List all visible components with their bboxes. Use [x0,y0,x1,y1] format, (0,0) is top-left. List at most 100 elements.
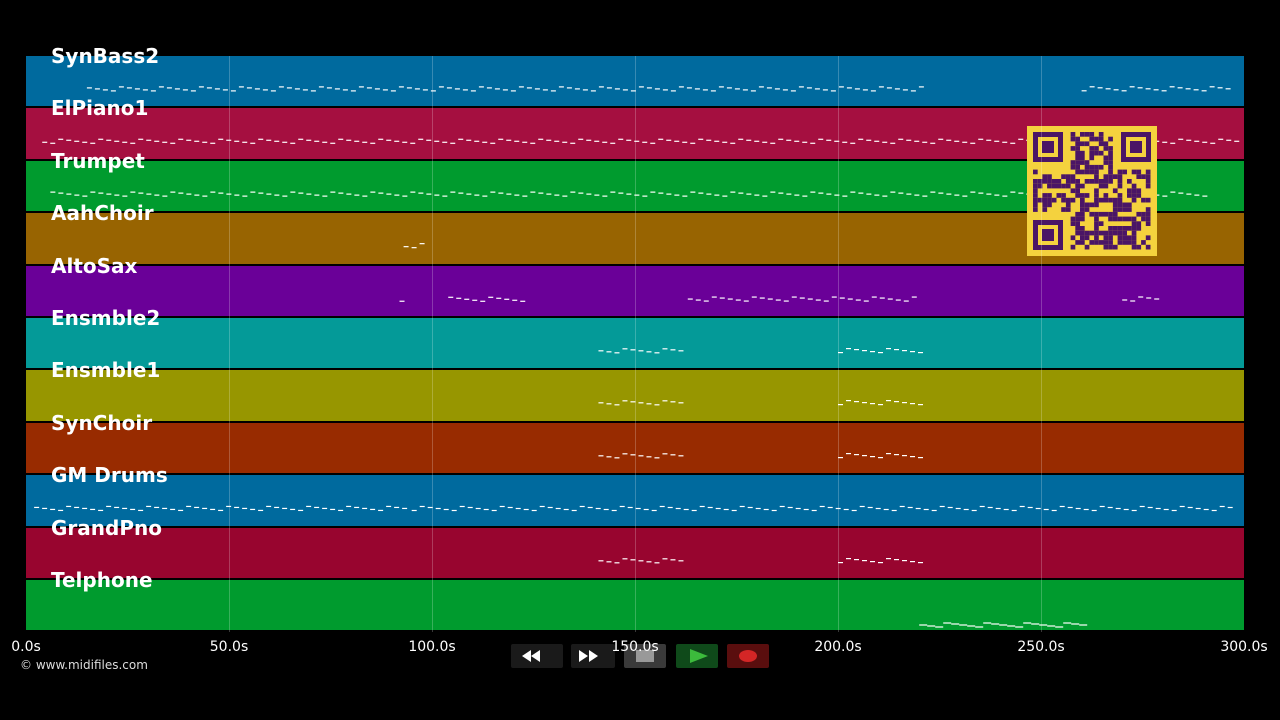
note [730,191,736,193]
note [182,89,188,91]
note [74,507,80,509]
note [554,141,560,143]
note [1027,507,1033,509]
note [1169,86,1175,88]
note [250,191,256,193]
note [218,139,224,141]
rewind-button[interactable] [511,644,563,668]
note [230,90,236,92]
note [834,141,840,143]
note [563,509,569,511]
note [226,506,232,508]
note [763,509,769,511]
note [742,89,748,91]
note [839,297,845,299]
note [754,141,760,143]
note [1083,509,1089,511]
note [146,506,152,508]
note [539,506,545,508]
play-icon [690,649,708,663]
note [467,507,473,509]
note [114,194,120,196]
note [1129,86,1135,88]
track-label: GrandPno [51,515,162,540]
note [266,193,272,195]
note [222,89,228,91]
note [1035,508,1041,510]
note [638,559,644,562]
note [354,141,360,143]
note [386,193,392,195]
note [646,351,652,353]
note [1209,86,1215,88]
note [234,194,240,196]
note [782,89,788,91]
note [630,90,636,92]
note [434,194,440,196]
note [870,403,875,405]
stop-icon [636,650,654,662]
note [627,507,633,509]
note [1201,90,1207,92]
note [630,401,636,403]
note [578,139,584,141]
note [738,192,744,194]
note [714,194,720,196]
note [762,142,768,144]
note [899,506,905,508]
note [862,402,867,404]
note [366,87,372,89]
note [919,624,928,626]
track-notes [598,557,923,564]
note [971,510,977,512]
note [346,193,352,195]
note [954,141,960,143]
stop-button[interactable] [624,644,666,668]
time-tick-label: 50.0s [209,639,249,655]
note [1210,143,1216,145]
note [838,561,843,563]
note [1146,296,1152,299]
note [878,456,883,458]
record-button[interactable] [727,644,769,668]
note [418,139,424,141]
note [298,139,304,141]
note [643,509,649,511]
note [678,559,684,562]
note [1043,509,1049,511]
note [770,191,776,193]
note [803,509,809,511]
note [274,194,280,196]
play-button[interactable] [676,644,718,668]
note [598,559,604,562]
note [338,510,344,512]
note [242,142,248,144]
note [586,140,592,142]
note [406,87,412,89]
note [394,141,400,143]
note [190,90,196,92]
note [735,299,741,301]
note [1145,88,1151,90]
note [658,192,664,194]
note [794,194,800,196]
fast-forward-button[interactable] [571,644,615,668]
note [678,350,684,352]
note [456,297,462,299]
note [90,143,96,145]
note [878,86,884,88]
note [330,143,336,145]
note [1147,507,1153,509]
note [791,296,797,298]
track-label: AltoSax [51,253,138,278]
note [250,509,256,511]
note [459,506,465,508]
note [699,506,705,508]
note [690,191,696,193]
note [682,142,688,144]
note [498,192,504,194]
note [1011,510,1017,512]
note [458,139,464,141]
note [874,194,880,196]
note [154,507,160,509]
